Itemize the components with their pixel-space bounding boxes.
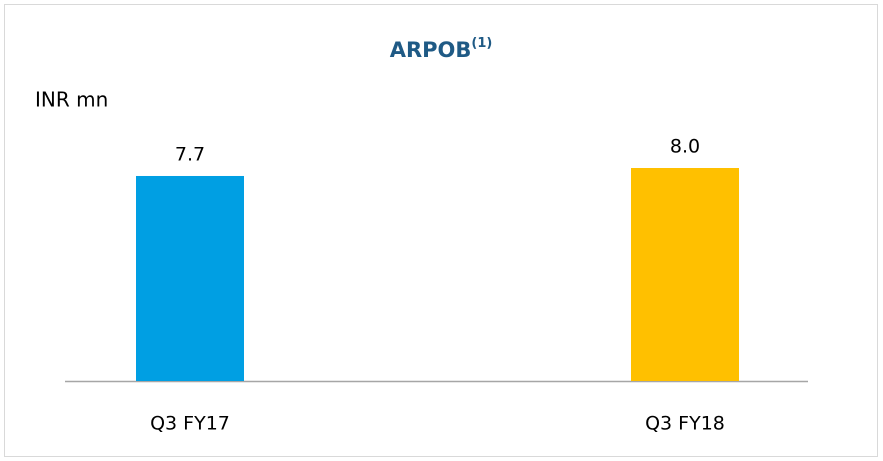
title-superscript: (1) — [471, 36, 492, 51]
bar — [136, 175, 244, 381]
bar — [631, 168, 739, 381]
value-label: 8.0 — [670, 136, 700, 158]
value-label: 7.7 — [175, 143, 205, 165]
unit-label: INR mn — [35, 88, 108, 112]
x-tick-label: Q3 FY18 — [645, 413, 725, 435]
x-tick-label: Q3 FY17 — [150, 413, 230, 435]
chart-frame — [4, 4, 878, 457]
title-text: ARPOB — [390, 38, 472, 62]
chart-title: ARPOB(1) — [390, 36, 493, 63]
